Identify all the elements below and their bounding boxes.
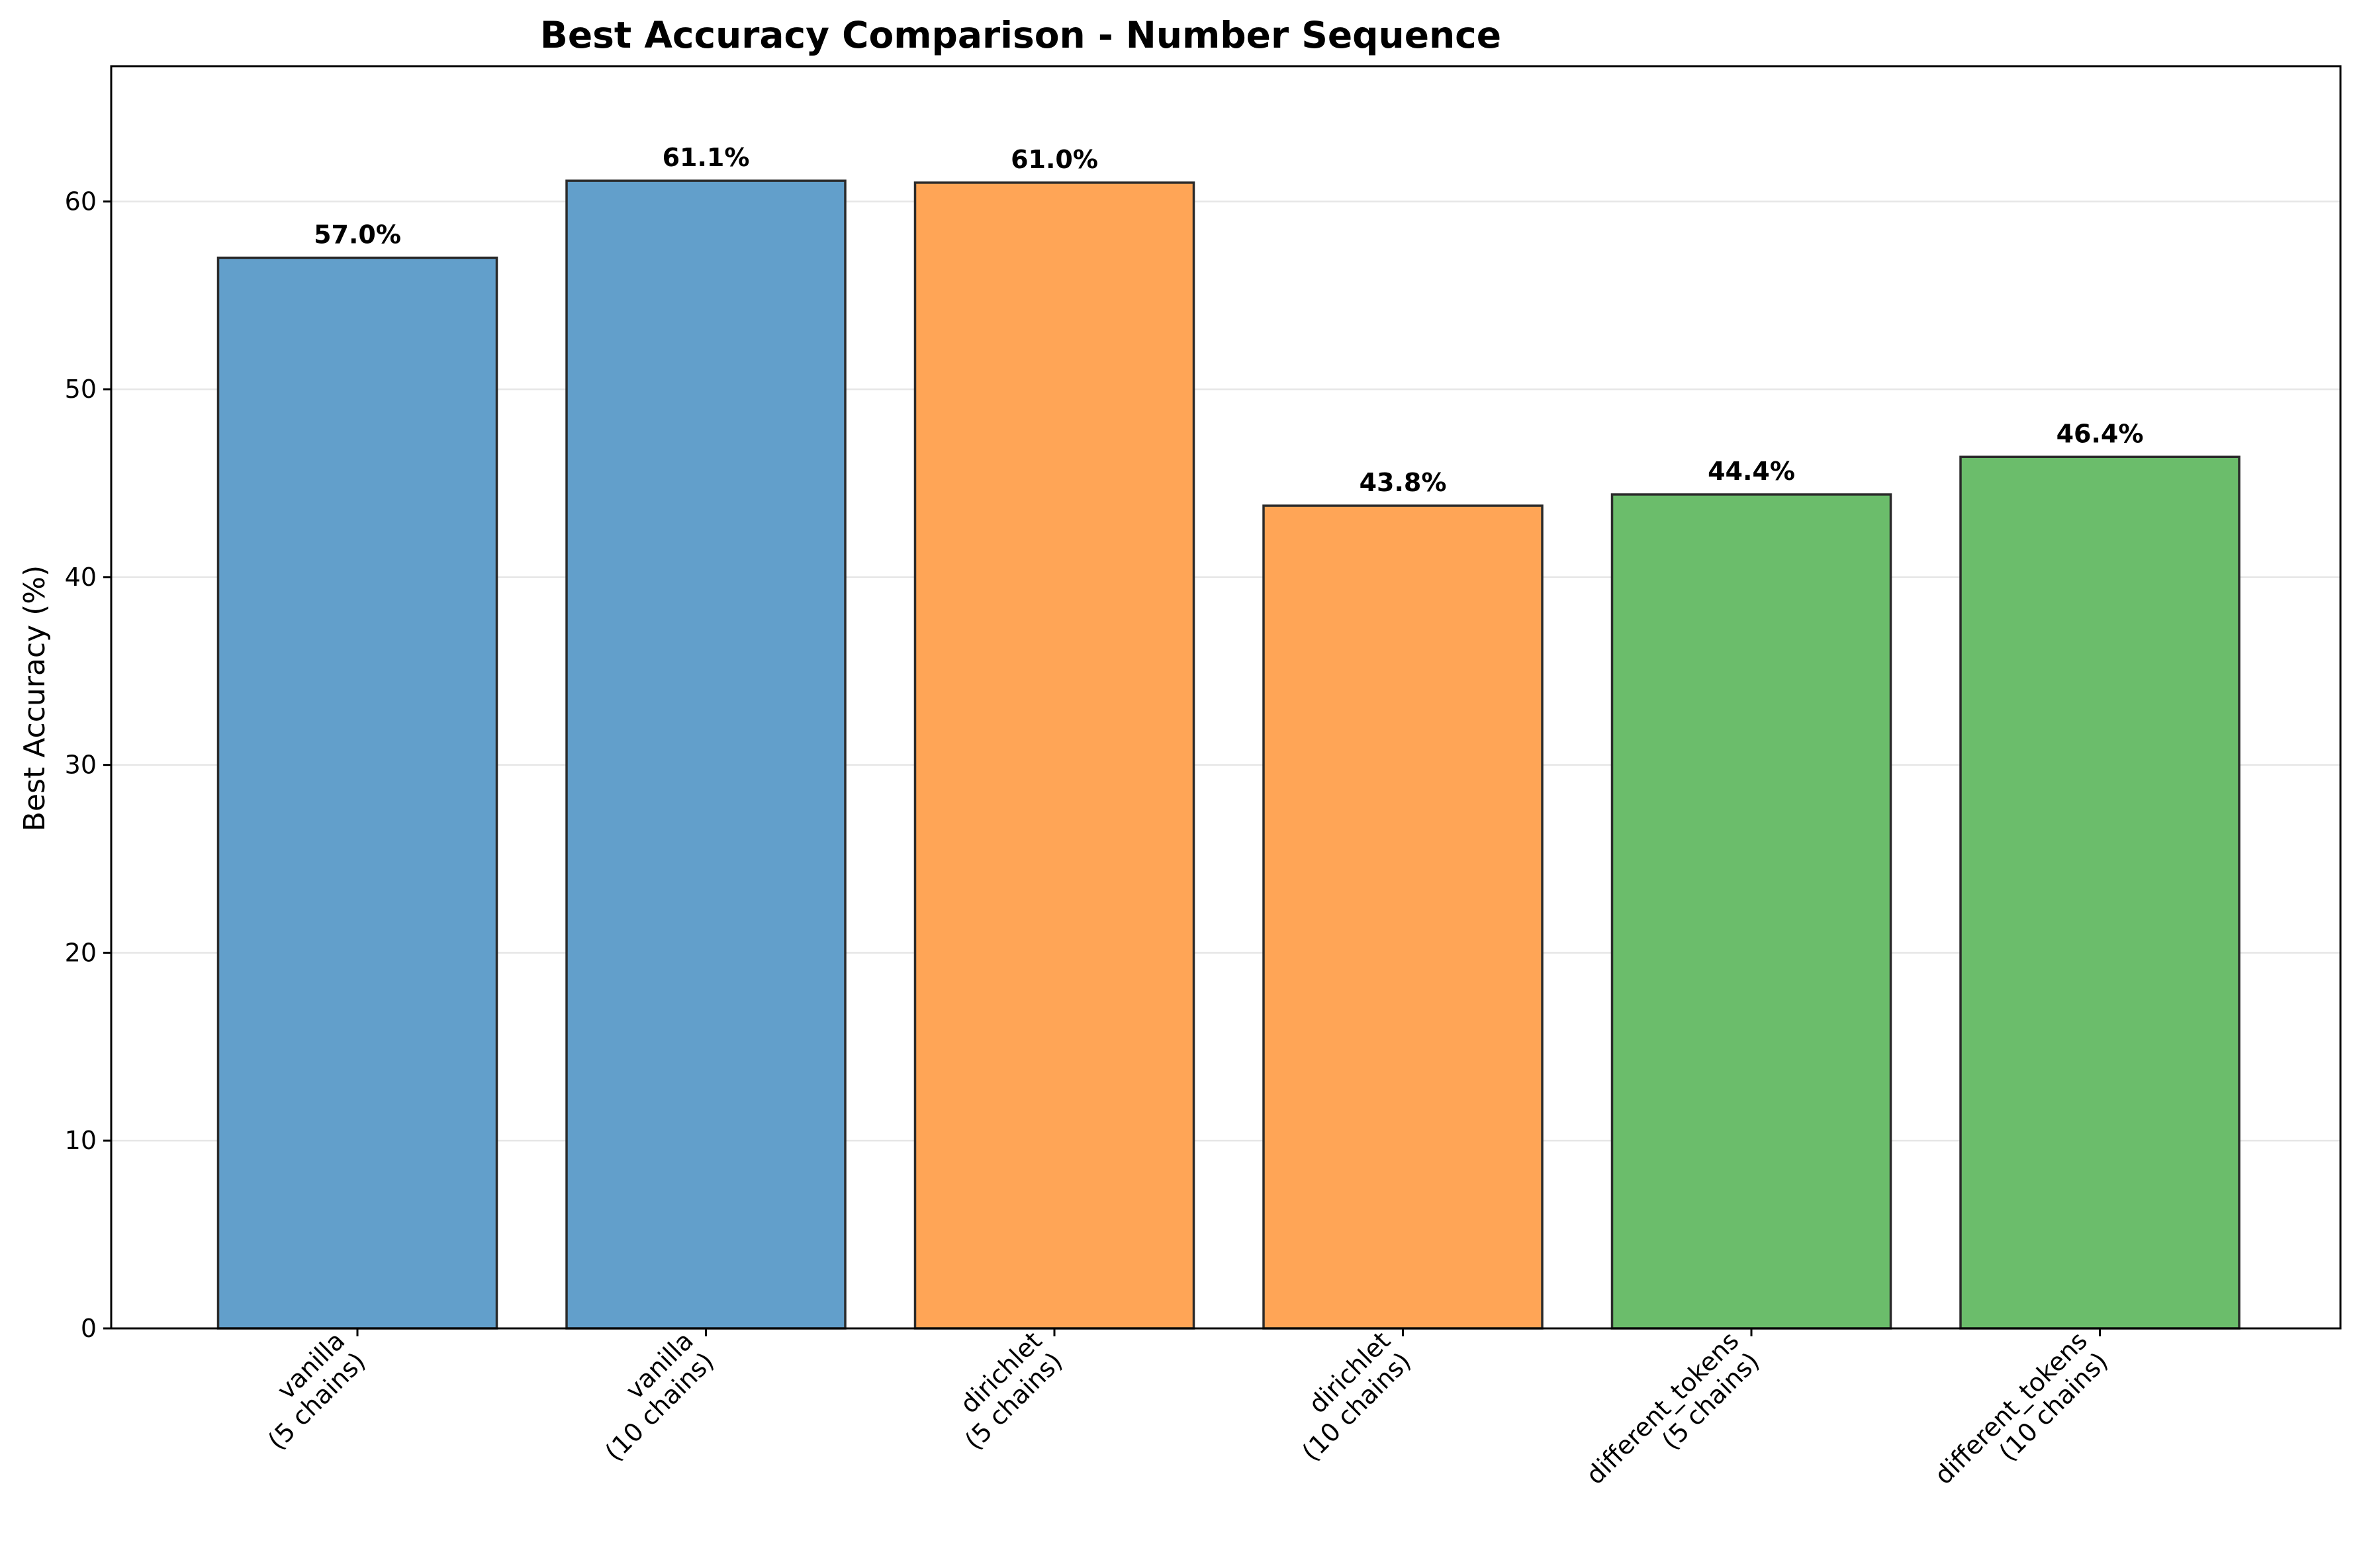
bar-0 [216, 256, 498, 1330]
bar-4 [1610, 493, 1892, 1330]
x-tick-label-4: different_tokens(5 chains) [1581, 1326, 1765, 1490]
bar-3 [1262, 504, 1544, 1330]
x-tick-label-5: different_tokens(10 chains) [1929, 1326, 2113, 1490]
y-tick-label: 20 [65, 938, 97, 967]
y-tick-label: 40 [65, 563, 97, 592]
y-tick-label: 30 [65, 751, 97, 780]
x-tick-label-2: dirichlet(5 chains) [954, 1326, 1068, 1455]
bar-1 [565, 179, 847, 1330]
y-tick-label: 0 [81, 1314, 97, 1343]
plot-frame [110, 65, 2342, 1330]
y-axis-label: Best Accuracy (%) [18, 565, 52, 831]
y-tick-label: 60 [65, 187, 97, 216]
x-tick-label-1: vanilla(10 chains) [600, 1326, 720, 1467]
y-tick-label: 10 [65, 1126, 97, 1155]
data-labels: 57.0% 61.1% 61.0% 43.8% 44.4% 46.4% [314, 143, 2143, 497]
y-tick-label: 50 [65, 375, 97, 404]
data-label-4: 44.4% [1708, 457, 1795, 486]
chart-title: Best Accuracy Comparison - Number Sequen… [540, 14, 1501, 56]
data-label-5: 46.4% [2057, 419, 2144, 448]
bar-5 [1959, 455, 2241, 1330]
bar-2 [913, 181, 1195, 1330]
x-tick-label-0: vanilla(5 chains) [262, 1326, 371, 1455]
data-label-3: 43.8% [1360, 468, 1447, 497]
bars [216, 179, 2241, 1330]
x-tick-label-3: dirichlet(10 chains) [1297, 1326, 1417, 1467]
data-label-1: 61.1% [663, 143, 750, 172]
data-label-0: 57.0% [314, 220, 401, 249]
data-label-2: 61.0% [1011, 145, 1098, 174]
